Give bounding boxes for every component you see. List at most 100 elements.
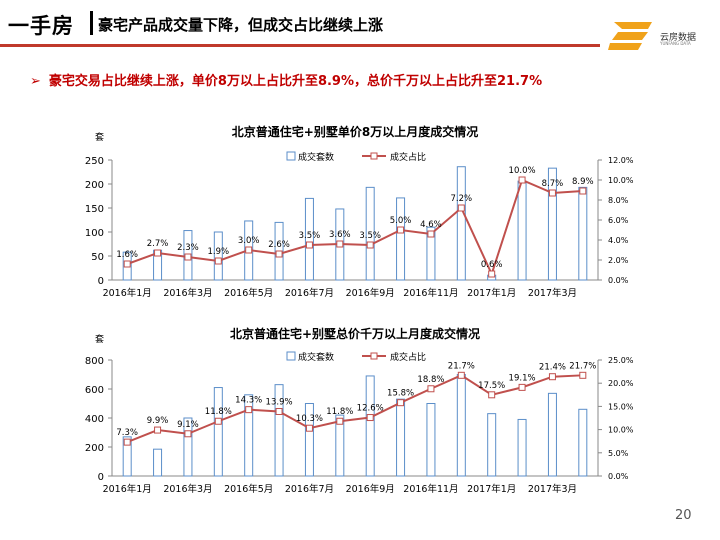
bar [183, 417, 193, 477]
data-label: 21.7% [448, 361, 475, 371]
ratio-point [518, 383, 526, 391]
title-divider [90, 11, 93, 35]
legend-bar-label: 成交套数 [298, 151, 334, 163]
ratio-point [184, 430, 192, 438]
data-label: 1.9% [208, 247, 230, 257]
legend-line-label: 成交占比 [390, 151, 426, 163]
data-label: 17.5% [478, 381, 505, 391]
x-tick-label: 2016年9月 [346, 483, 395, 495]
y-left-tick-label: 0 [98, 472, 104, 483]
y-right-tick-label: 20.0% [608, 379, 634, 388]
y-left-tick-label: 600 [85, 385, 104, 396]
bar [426, 226, 436, 281]
bar [578, 408, 588, 477]
data-label: 11.8% [326, 407, 353, 417]
bar [547, 167, 557, 281]
ratio-point [123, 260, 131, 268]
bar [517, 180, 527, 281]
x-tick-label: 2016年3月 [163, 483, 212, 495]
data-label: 8.9% [572, 177, 594, 187]
bar [274, 384, 284, 477]
ratio-point [214, 417, 222, 425]
ratio-point [305, 241, 313, 249]
y-left-tick-label: 800 [85, 356, 104, 367]
y-right-tick-label: 12.0% [608, 156, 634, 165]
ratio-point [518, 176, 526, 184]
ratio-point [488, 270, 496, 278]
y-right-tick-label: 15.0% [608, 402, 634, 411]
y-left-tick-label: 250 [85, 156, 104, 167]
y-right-tick-label: 2.0% [608, 256, 629, 265]
x-tick-label: 2016年11月 [403, 287, 458, 299]
legend-bar-swatch [286, 151, 296, 161]
data-label: 10.3% [296, 414, 323, 424]
bar [365, 375, 375, 477]
legend-line-marker [370, 152, 378, 160]
y-right-tick-label: 25.0% [608, 356, 634, 365]
x-tick-label: 2016年5月 [224, 483, 273, 495]
data-label: 3.6% [329, 230, 351, 240]
bar [213, 387, 223, 477]
header-underline [0, 44, 600, 47]
x-tick-label: 2017年3月 [528, 287, 577, 299]
y-right-tick-label: 6.0% [608, 216, 629, 225]
x-tick-label: 2016年11月 [403, 483, 458, 495]
bar [456, 374, 466, 477]
y-left-tick-label: 0 [98, 276, 104, 287]
y-right-tick-label: 10.0% [608, 176, 634, 185]
y-right-tick-label: 10.0% [608, 426, 634, 435]
x-tick-label: 2016年1月 [103, 287, 152, 299]
data-label: 21.7% [569, 361, 596, 371]
legend-bar-swatch [286, 351, 296, 361]
ratio-point [427, 385, 435, 393]
bar [396, 398, 406, 477]
data-label: 3.5% [359, 231, 381, 241]
y-left-tick-label: 150 [85, 204, 104, 215]
data-label: 11.8% [205, 407, 232, 417]
data-label: 15.8% [387, 389, 414, 399]
ratio-point [366, 414, 374, 422]
ratio-point [214, 257, 222, 265]
data-label: 3.5% [299, 231, 321, 241]
ratio-point [245, 246, 253, 254]
data-label: 19.1% [509, 373, 536, 383]
ratio-point [123, 438, 131, 446]
ratio-point [548, 189, 556, 197]
ratio-point [184, 253, 192, 261]
headline-text: 豪宅交易占比继续上涨，单价8万以上占比升至8.9%，总价千万以上占比升至21.7… [48, 74, 543, 89]
yunfang-logo-icon [608, 22, 652, 50]
bar [153, 448, 163, 477]
data-label: 14.3% [235, 396, 262, 406]
y-right-tick-label: 0.0% [608, 472, 629, 481]
chart-unit-price-8w: 北京普通住宅+别墅单价8万以上月度成交情况 套 0 50 100 150 200 250 0.0… [85, 124, 634, 299]
ratio-point [579, 371, 587, 379]
data-label: 8.7% [542, 179, 564, 189]
data-label: 4.6% [420, 220, 442, 230]
data-label: 7.2% [451, 194, 473, 204]
ratio-point [336, 417, 344, 425]
x-tick-label: 2016年5月 [224, 287, 273, 299]
data-label: 2.6% [268, 240, 290, 250]
ratio-point [397, 399, 405, 407]
bar [578, 186, 588, 281]
ratio-point [548, 373, 556, 381]
y-right-tick-label: 8.0% [608, 196, 629, 205]
y-right-tick-label: 4.0% [608, 236, 629, 245]
bar [304, 197, 314, 281]
data-label: 2.7% [147, 239, 169, 249]
legend-line-marker [370, 352, 378, 360]
logo-subtext: YUNFANG DATA [660, 41, 691, 46]
bar [426, 403, 436, 477]
data-label: 18.8% [417, 375, 444, 385]
data-label: 1.6% [116, 250, 138, 260]
ratio-point [427, 230, 435, 238]
chart-title: 北京普通住宅+别墅单价8万以上月度成交情况 [232, 124, 478, 139]
y-left-tick-label: 50 [91, 252, 104, 263]
chart-title: 北京普通住宅+别墅总价千万以上月度成交情况 [230, 326, 480, 341]
ratio-point [154, 249, 162, 257]
data-label: 12.6% [357, 404, 384, 414]
ratio-point [154, 426, 162, 434]
bar [487, 413, 497, 477]
ratio-point [397, 226, 405, 234]
bullet-arrow-icon: ➢ [30, 74, 41, 89]
